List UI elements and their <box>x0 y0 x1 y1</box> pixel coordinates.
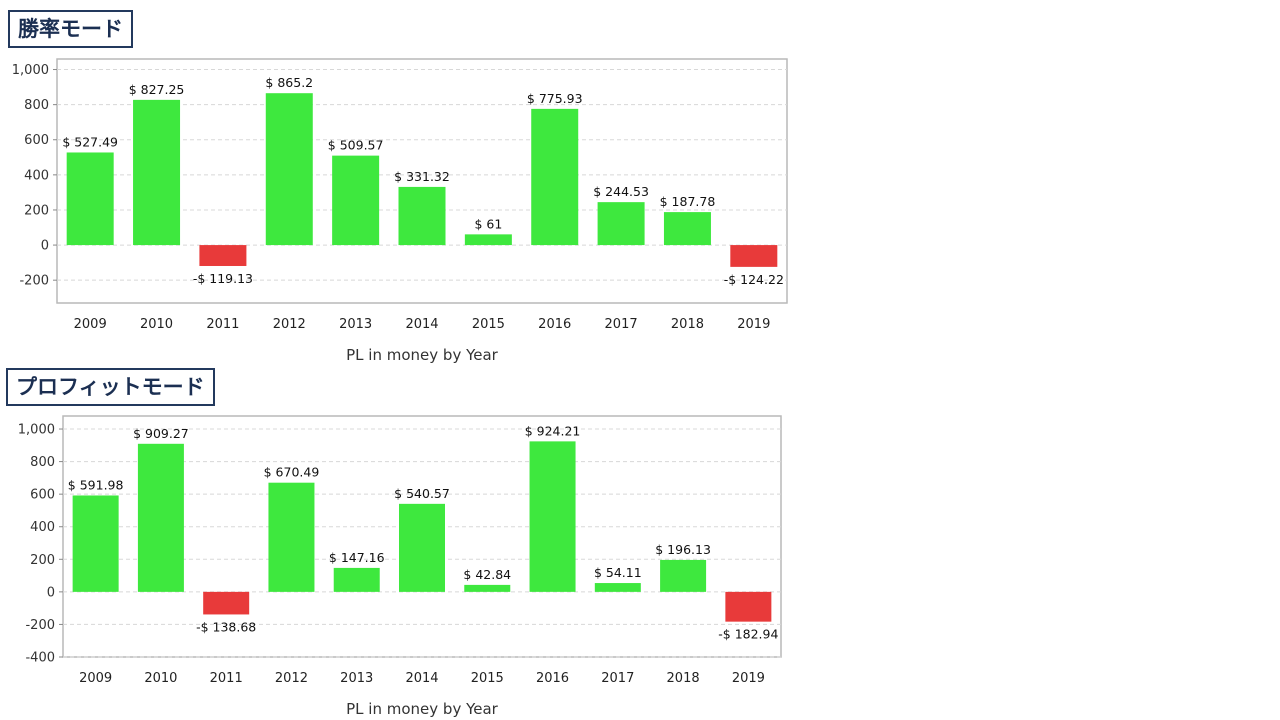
bar-2010 <box>133 99 181 246</box>
x-tick-label: 2013 <box>340 671 373 686</box>
y-tick-label: 1,000 <box>12 63 49 78</box>
bar-2014 <box>398 186 446 246</box>
x-tick-label: 2015 <box>472 317 505 332</box>
y-tick-label: 200 <box>24 203 49 218</box>
y-tick-label: 200 <box>30 553 55 568</box>
bar-2016 <box>529 441 576 592</box>
data-label-2017: $ 244.53 <box>593 184 649 199</box>
bar-2009 <box>66 152 114 246</box>
data-label-2018: $ 196.13 <box>655 542 711 557</box>
data-label-2010: $ 909.27 <box>133 426 189 441</box>
x-tick-label: 2014 <box>405 671 438 686</box>
data-label-2010: $ 827.25 <box>129 82 185 97</box>
data-label-2018: $ 187.78 <box>660 194 716 209</box>
x-tick-label: 2014 <box>405 317 438 332</box>
data-label-2016: $ 924.21 <box>525 423 581 438</box>
x-axis-title: PL in money by Year <box>346 700 499 718</box>
y-tick-label: 400 <box>30 520 55 535</box>
y-tick-label: -400 <box>25 651 55 666</box>
bar-2012 <box>268 482 315 592</box>
data-label-2019: -$ 182.94 <box>718 627 778 642</box>
data-label-2013: $ 509.57 <box>328 138 384 153</box>
data-label-2012: $ 865.2 <box>265 75 313 90</box>
bar-2013 <box>332 155 380 246</box>
y-tick-label: 0 <box>47 585 55 600</box>
y-tick-label: 600 <box>30 488 55 503</box>
x-tick-label: 2016 <box>538 317 571 332</box>
x-axis-title: PL in money by Year <box>346 346 499 364</box>
data-label-2015: $ 61 <box>474 216 502 231</box>
x-tick-label: 2010 <box>144 671 177 686</box>
data-label-2014: $ 331.32 <box>394 169 450 184</box>
x-tick-label: 2017 <box>601 671 634 686</box>
profit-mode-label: プロフィットモード <box>6 368 215 406</box>
bar-2014 <box>399 503 445 592</box>
profit-mode-chart: -400 -200 0 200 400 600 800 1,000 $ 591.98 2009 $ … <box>18 415 782 718</box>
x-tick-label: 2011 <box>210 671 243 686</box>
bar-2015 <box>464 234 512 246</box>
x-tick-label: 2009 <box>74 317 107 332</box>
bar-2011 <box>203 591 250 615</box>
bar-2010 <box>137 443 184 592</box>
x-tick-label: 2010 <box>140 317 173 332</box>
bar-2018 <box>663 212 711 246</box>
data-label-2017: $ 54.11 <box>594 565 642 580</box>
data-label-2014: $ 540.57 <box>394 486 450 501</box>
x-tick-label: 2019 <box>732 671 765 686</box>
data-label-2012: $ 670.49 <box>264 465 320 480</box>
bar-2013 <box>333 567 380 592</box>
bar-2009 <box>72 495 119 592</box>
bar-2018 <box>660 559 707 592</box>
data-label-2009: $ 527.49 <box>62 134 118 149</box>
bar-2012 <box>265 93 313 246</box>
data-label-2019: -$ 124.22 <box>724 272 784 287</box>
data-label-2015: $ 42.84 <box>463 567 511 582</box>
bar-2011 <box>199 245 247 266</box>
x-tick-label: 2012 <box>273 317 306 332</box>
bar-2015 <box>464 584 511 592</box>
x-tick-label: 2019 <box>737 317 770 332</box>
y-tick-label: 800 <box>30 455 55 470</box>
y-tick-label: 400 <box>24 168 49 183</box>
x-tick-label: 2018 <box>667 671 700 686</box>
data-label-2016: $ 775.93 <box>527 91 583 106</box>
x-tick-label: 2018 <box>671 317 704 332</box>
y-tick-label: 1,000 <box>18 423 55 438</box>
x-tick-label: 2009 <box>79 671 112 686</box>
x-tick-label: 2011 <box>206 317 239 332</box>
data-label-2013: $ 147.16 <box>329 550 385 565</box>
y-tick-label: -200 <box>25 618 55 633</box>
bar-2017 <box>594 583 641 592</box>
bar-2019 <box>730 245 778 267</box>
win-rate-mode-chart: -200 0 200 400 600 800 1,000 $ 527.49 2009 $ 827.… <box>12 58 788 364</box>
x-tick-label: 2016 <box>536 671 569 686</box>
bar-2017 <box>597 202 645 246</box>
y-tick-label: 600 <box>24 133 49 148</box>
bar-2019 <box>725 591 772 622</box>
win-rate-mode-label: 勝率モード <box>8 10 133 48</box>
y-tick-label: 800 <box>24 98 49 113</box>
data-label-2009: $ 591.98 <box>68 477 124 492</box>
data-label-2011: -$ 138.68 <box>196 619 256 634</box>
y-tick-label: 0 <box>41 239 49 254</box>
x-tick-label: 2017 <box>605 317 638 332</box>
bar-2016 <box>531 108 579 246</box>
y-tick-label: -200 <box>19 274 49 289</box>
x-tick-label: 2015 <box>471 671 504 686</box>
x-tick-label: 2013 <box>339 317 372 332</box>
data-label-2011: -$ 119.13 <box>193 271 253 286</box>
x-tick-label: 2012 <box>275 671 308 686</box>
